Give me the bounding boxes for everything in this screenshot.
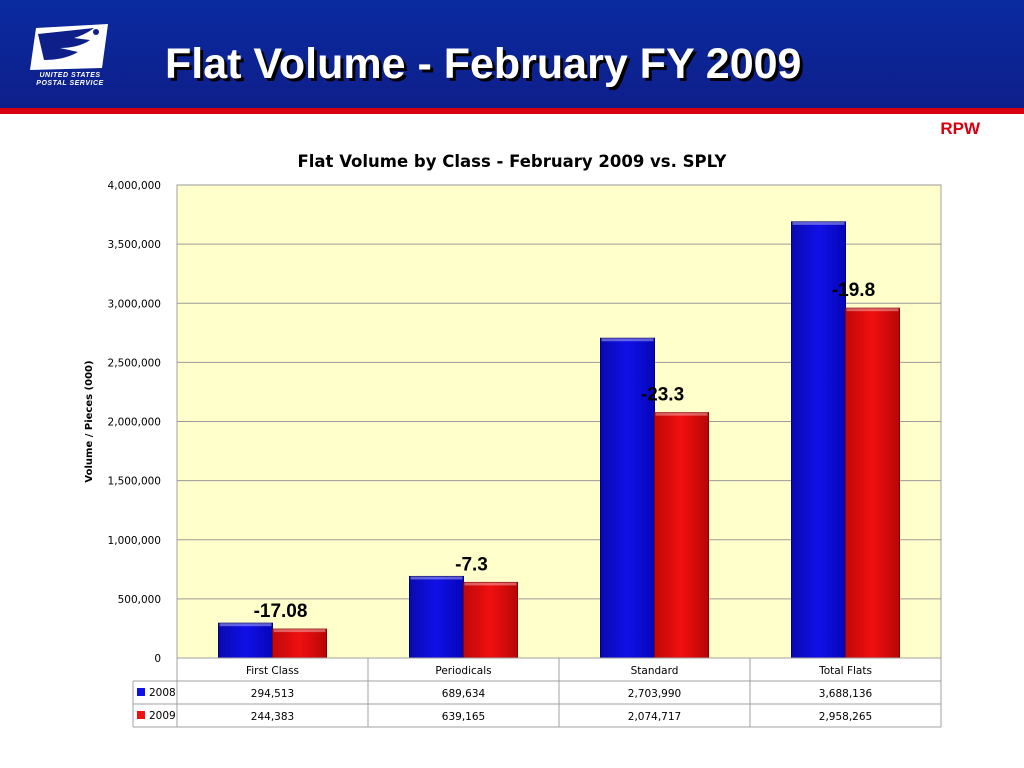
table-cell: 294,513 <box>251 688 294 700</box>
bar-highlight <box>464 582 517 586</box>
bar-highlight <box>273 629 326 633</box>
change-label: -17.08 <box>254 601 308 622</box>
legend-swatch-2009 <box>137 711 145 719</box>
bar-2008 <box>409 575 464 659</box>
eagle-icon <box>30 24 108 70</box>
bar-2008 <box>218 622 273 659</box>
table-cell: 2,074,717 <box>628 711 681 723</box>
bar-highlight <box>655 412 708 416</box>
table-cell: 244,383 <box>251 711 294 723</box>
table-cell: 689,634 <box>442 688 486 700</box>
y-tick-label: 500,000 <box>118 594 161 606</box>
legend-label: 2008 <box>149 687 176 699</box>
change-label: -7.3 <box>455 554 488 575</box>
y-tick-label: 1,500,000 <box>108 476 161 488</box>
bar-highlight <box>846 308 899 312</box>
bar-2009 <box>272 628 327 659</box>
rpw-tag: RPW <box>940 119 980 138</box>
y-tick-label: 0 <box>154 653 161 665</box>
y-tick-label: 3,500,000 <box>108 239 161 251</box>
category-label: Total Flats <box>818 665 872 677</box>
logo-text: UNITED STATES POSTAL SERVICE <box>36 72 104 87</box>
category-label: First Class <box>246 665 299 677</box>
table-cell: 3,688,136 <box>819 688 873 700</box>
legend-swatch-2008 <box>137 688 145 696</box>
change-label: -23.3 <box>641 385 684 406</box>
legend-label: 2009 <box>149 710 176 722</box>
y-tick-label: 1,000,000 <box>108 535 161 547</box>
change-label: -19.8 <box>832 280 875 301</box>
y-tick-label: 3,000,000 <box>108 298 161 310</box>
y-tick-label: 4,000,000 <box>108 180 161 192</box>
bar-2009 <box>463 581 518 659</box>
table-cell: 2,703,990 <box>628 688 681 700</box>
header-rule <box>0 108 1024 114</box>
bar-highlight <box>792 221 845 225</box>
bar-highlight <box>219 623 272 627</box>
bar-2009 <box>845 307 900 659</box>
page-title: Flat Volume - February FY 2009 <box>165 40 802 88</box>
bar-2008 <box>791 221 846 659</box>
y-tick-label: 2,000,000 <box>108 417 161 429</box>
bar-highlight <box>601 338 654 342</box>
header-banner <box>0 0 1024 108</box>
bar-2009 <box>654 412 709 659</box>
chart-title: Flat Volume by Class - February 2009 vs.… <box>298 152 728 171</box>
table-cell: 639,165 <box>442 711 485 723</box>
y-tick-label: 2,500,000 <box>108 357 161 369</box>
usps-logo: UNITED STATES POSTAL SERVICE <box>28 20 112 92</box>
bar-highlight <box>410 576 463 580</box>
table-cell: 2,958,265 <box>819 711 872 723</box>
y-axis-label: Volume / Pieces (000) <box>84 360 95 482</box>
category-label: Standard <box>631 665 679 677</box>
category-label: Periodicals <box>435 665 491 677</box>
